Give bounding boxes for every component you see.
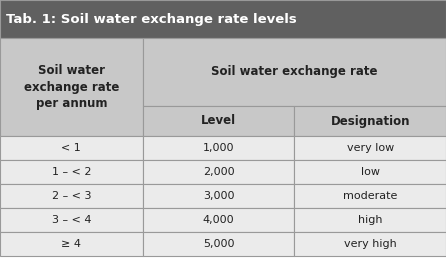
Text: Tab. 1: Soil water exchange rate levels: Tab. 1: Soil water exchange rate levels <box>6 12 297 26</box>
Bar <box>0 160 143 184</box>
Bar <box>294 160 446 184</box>
Bar <box>143 106 294 136</box>
Text: Soil water
exchange rate
per annum: Soil water exchange rate per annum <box>24 63 119 110</box>
Text: high: high <box>358 215 382 225</box>
Text: 1,000: 1,000 <box>203 143 234 153</box>
Text: 4,000: 4,000 <box>203 215 234 225</box>
Text: ≥ 4: ≥ 4 <box>62 239 81 249</box>
Bar <box>0 184 143 208</box>
Text: low: low <box>361 167 380 177</box>
Bar <box>143 232 294 256</box>
Bar <box>143 160 294 184</box>
Bar <box>143 136 294 160</box>
Text: 3,000: 3,000 <box>203 191 234 201</box>
Bar <box>143 184 294 208</box>
Bar <box>294 106 446 136</box>
Bar <box>294 232 446 256</box>
Bar <box>294 208 446 232</box>
Text: 3 – < 4: 3 – < 4 <box>52 215 91 225</box>
Text: < 1: < 1 <box>62 143 81 153</box>
Text: 2 – < 3: 2 – < 3 <box>52 191 91 201</box>
Text: moderate: moderate <box>343 191 397 201</box>
Bar <box>0 0 446 38</box>
Text: very high: very high <box>344 239 396 249</box>
Text: Level: Level <box>201 115 236 127</box>
Bar <box>0 232 143 256</box>
Bar <box>0 208 143 232</box>
Text: 5,000: 5,000 <box>203 239 234 249</box>
Bar <box>143 208 294 232</box>
Text: 2,000: 2,000 <box>203 167 234 177</box>
Text: Soil water exchange rate: Soil water exchange rate <box>211 66 378 78</box>
Bar <box>0 38 143 136</box>
Text: Designation: Designation <box>330 115 410 127</box>
Text: very low: very low <box>347 143 394 153</box>
Bar <box>0 136 143 160</box>
Bar <box>294 184 446 208</box>
Bar <box>143 38 446 106</box>
Bar <box>294 136 446 160</box>
Text: 1 – < 2: 1 – < 2 <box>52 167 91 177</box>
